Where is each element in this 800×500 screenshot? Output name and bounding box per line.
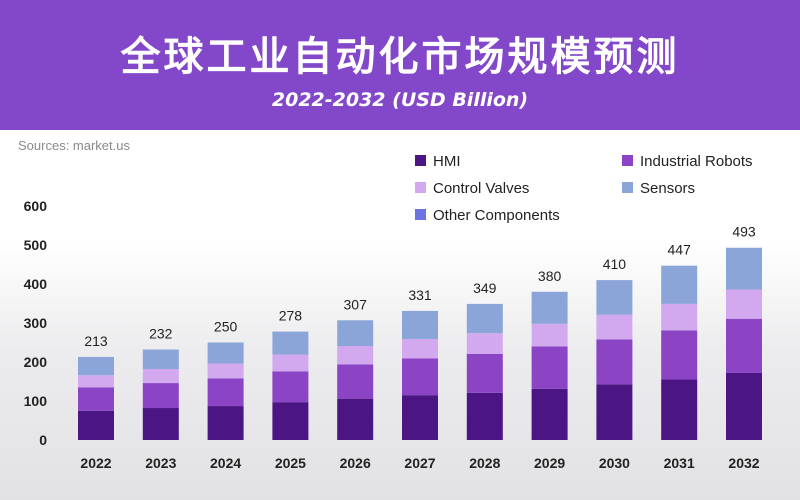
x-tick-label: 2030 xyxy=(599,455,630,471)
total-label: 447 xyxy=(668,242,692,258)
bar-segment-control-valves xyxy=(207,363,244,379)
bar-segment-hmi xyxy=(402,395,438,440)
header-banner: 全球工业自动化市场规模预测 2022-2032 (USD Billion) xyxy=(0,0,800,130)
bar-segment-control-valves xyxy=(726,289,762,319)
bar-segment-sensors xyxy=(531,291,568,324)
total-label: 250 xyxy=(214,319,238,335)
bar-segment-hmi xyxy=(466,392,503,440)
total-label: 307 xyxy=(344,296,368,312)
bar-segment-sensors xyxy=(142,349,179,370)
bar-segment-sensors xyxy=(78,356,114,376)
bar-segment-industrial-robots xyxy=(466,353,503,393)
bar-segment-sensors xyxy=(402,310,438,339)
bar-segment-control-valves xyxy=(402,338,438,359)
bar-segment-sensors xyxy=(726,247,762,290)
bar-segment-industrial-robots xyxy=(337,364,374,399)
legend-label: Sensors xyxy=(640,180,695,197)
legend-label: Other Components xyxy=(433,207,560,224)
bar-segment-control-valves xyxy=(337,346,374,365)
bar-segment-industrial-robots xyxy=(272,371,309,403)
x-tick-label: 2031 xyxy=(664,455,695,471)
bar-segment-hmi xyxy=(207,406,244,440)
bar-segment-hmi xyxy=(726,372,762,440)
bar-segment-control-valves xyxy=(142,369,179,384)
total-label: 493 xyxy=(732,224,756,240)
total-label: 410 xyxy=(603,256,627,272)
y-tick-label: 400 xyxy=(24,276,48,292)
bar-segment-industrial-robots xyxy=(402,358,438,396)
bars xyxy=(78,247,762,440)
bar-segment-control-valves xyxy=(272,354,309,372)
legend-swatch xyxy=(415,209,426,220)
bar-segment-control-valves xyxy=(661,303,698,331)
total-label: 213 xyxy=(84,333,108,349)
x-tick-label: 2024 xyxy=(210,455,241,471)
bar-segment-control-valves xyxy=(78,375,114,388)
total-label: 278 xyxy=(279,308,303,324)
bar-segment-sensors xyxy=(661,265,698,304)
y-tick-label: 600 xyxy=(24,198,48,214)
legend-swatch xyxy=(415,155,426,166)
bar-segment-industrial-robots xyxy=(531,346,568,389)
bar-segment-industrial-robots xyxy=(207,378,244,407)
y-tick-label: 200 xyxy=(24,354,48,370)
x-tick-label: 2032 xyxy=(728,455,759,471)
bar-segment-hmi xyxy=(661,379,698,440)
x-tick-label: 2025 xyxy=(275,455,306,471)
bar-segment-control-valves xyxy=(466,333,503,354)
bar-segment-industrial-robots xyxy=(78,387,114,411)
bar-segment-hmi xyxy=(596,384,633,440)
bar-segment-hmi xyxy=(531,388,568,440)
bar-segment-sensors xyxy=(272,331,309,355)
y-tick-label: 300 xyxy=(24,315,48,331)
chart-title: 全球工业自动化市场规模预测 xyxy=(120,34,680,80)
chart-subtitle: 2022-2032 (USD Billion) xyxy=(271,89,529,111)
legend-label: HMI xyxy=(433,153,461,170)
bar-segment-hmi xyxy=(272,402,309,440)
x-tick-label: 2026 xyxy=(340,455,371,471)
legend-swatch xyxy=(622,182,633,193)
x-tick-label: 2023 xyxy=(145,455,176,471)
bar-segment-industrial-robots xyxy=(596,339,633,385)
bar-segment-sensors xyxy=(596,280,633,315)
y-tick-label: 500 xyxy=(24,237,48,253)
bar-segment-sensors xyxy=(207,342,244,364)
bar-segment-hmi xyxy=(337,398,374,440)
bar-segment-industrial-robots xyxy=(726,318,762,373)
bar-segment-sensors xyxy=(337,320,374,347)
y-tick-label: 100 xyxy=(24,393,48,409)
x-tick-label: 2028 xyxy=(469,455,500,471)
y-axis: 0 100 200 300 400 500 600 xyxy=(24,198,48,448)
bar-segment-industrial-robots xyxy=(142,383,179,409)
legend: HMI Industrial Robots Control Valves Sensor… xyxy=(415,153,753,224)
total-label: 380 xyxy=(538,268,562,284)
legend-label: Industrial Robots xyxy=(640,153,753,170)
bar-segment-control-valves xyxy=(531,323,568,347)
source-note: Sources: market.us xyxy=(18,138,130,153)
total-label: 232 xyxy=(149,326,173,342)
x-tick-label: 2029 xyxy=(534,455,565,471)
total-label: 331 xyxy=(408,287,432,303)
x-tick-label: 2022 xyxy=(80,455,111,471)
legend-swatch xyxy=(415,182,426,193)
bar-segment-hmi xyxy=(78,410,114,440)
x-tick-label: 2027 xyxy=(404,455,435,471)
legend-label: Control Valves xyxy=(433,180,529,197)
bar-segment-sensors xyxy=(466,303,503,334)
total-labels: 213 232 250 278 307 331 349 380 410 447 493 xyxy=(84,224,756,349)
total-label: 349 xyxy=(473,280,497,296)
legend-swatch xyxy=(622,155,633,166)
bar-segment-control-valves xyxy=(596,314,633,340)
bar-segment-industrial-robots xyxy=(661,330,698,380)
bar-segment-hmi xyxy=(142,408,179,440)
x-axis: 2022 2023 2024 2025 2026 2027 2028 2029 2030 2031… xyxy=(80,455,759,471)
y-tick-label: 0 xyxy=(39,432,47,448)
